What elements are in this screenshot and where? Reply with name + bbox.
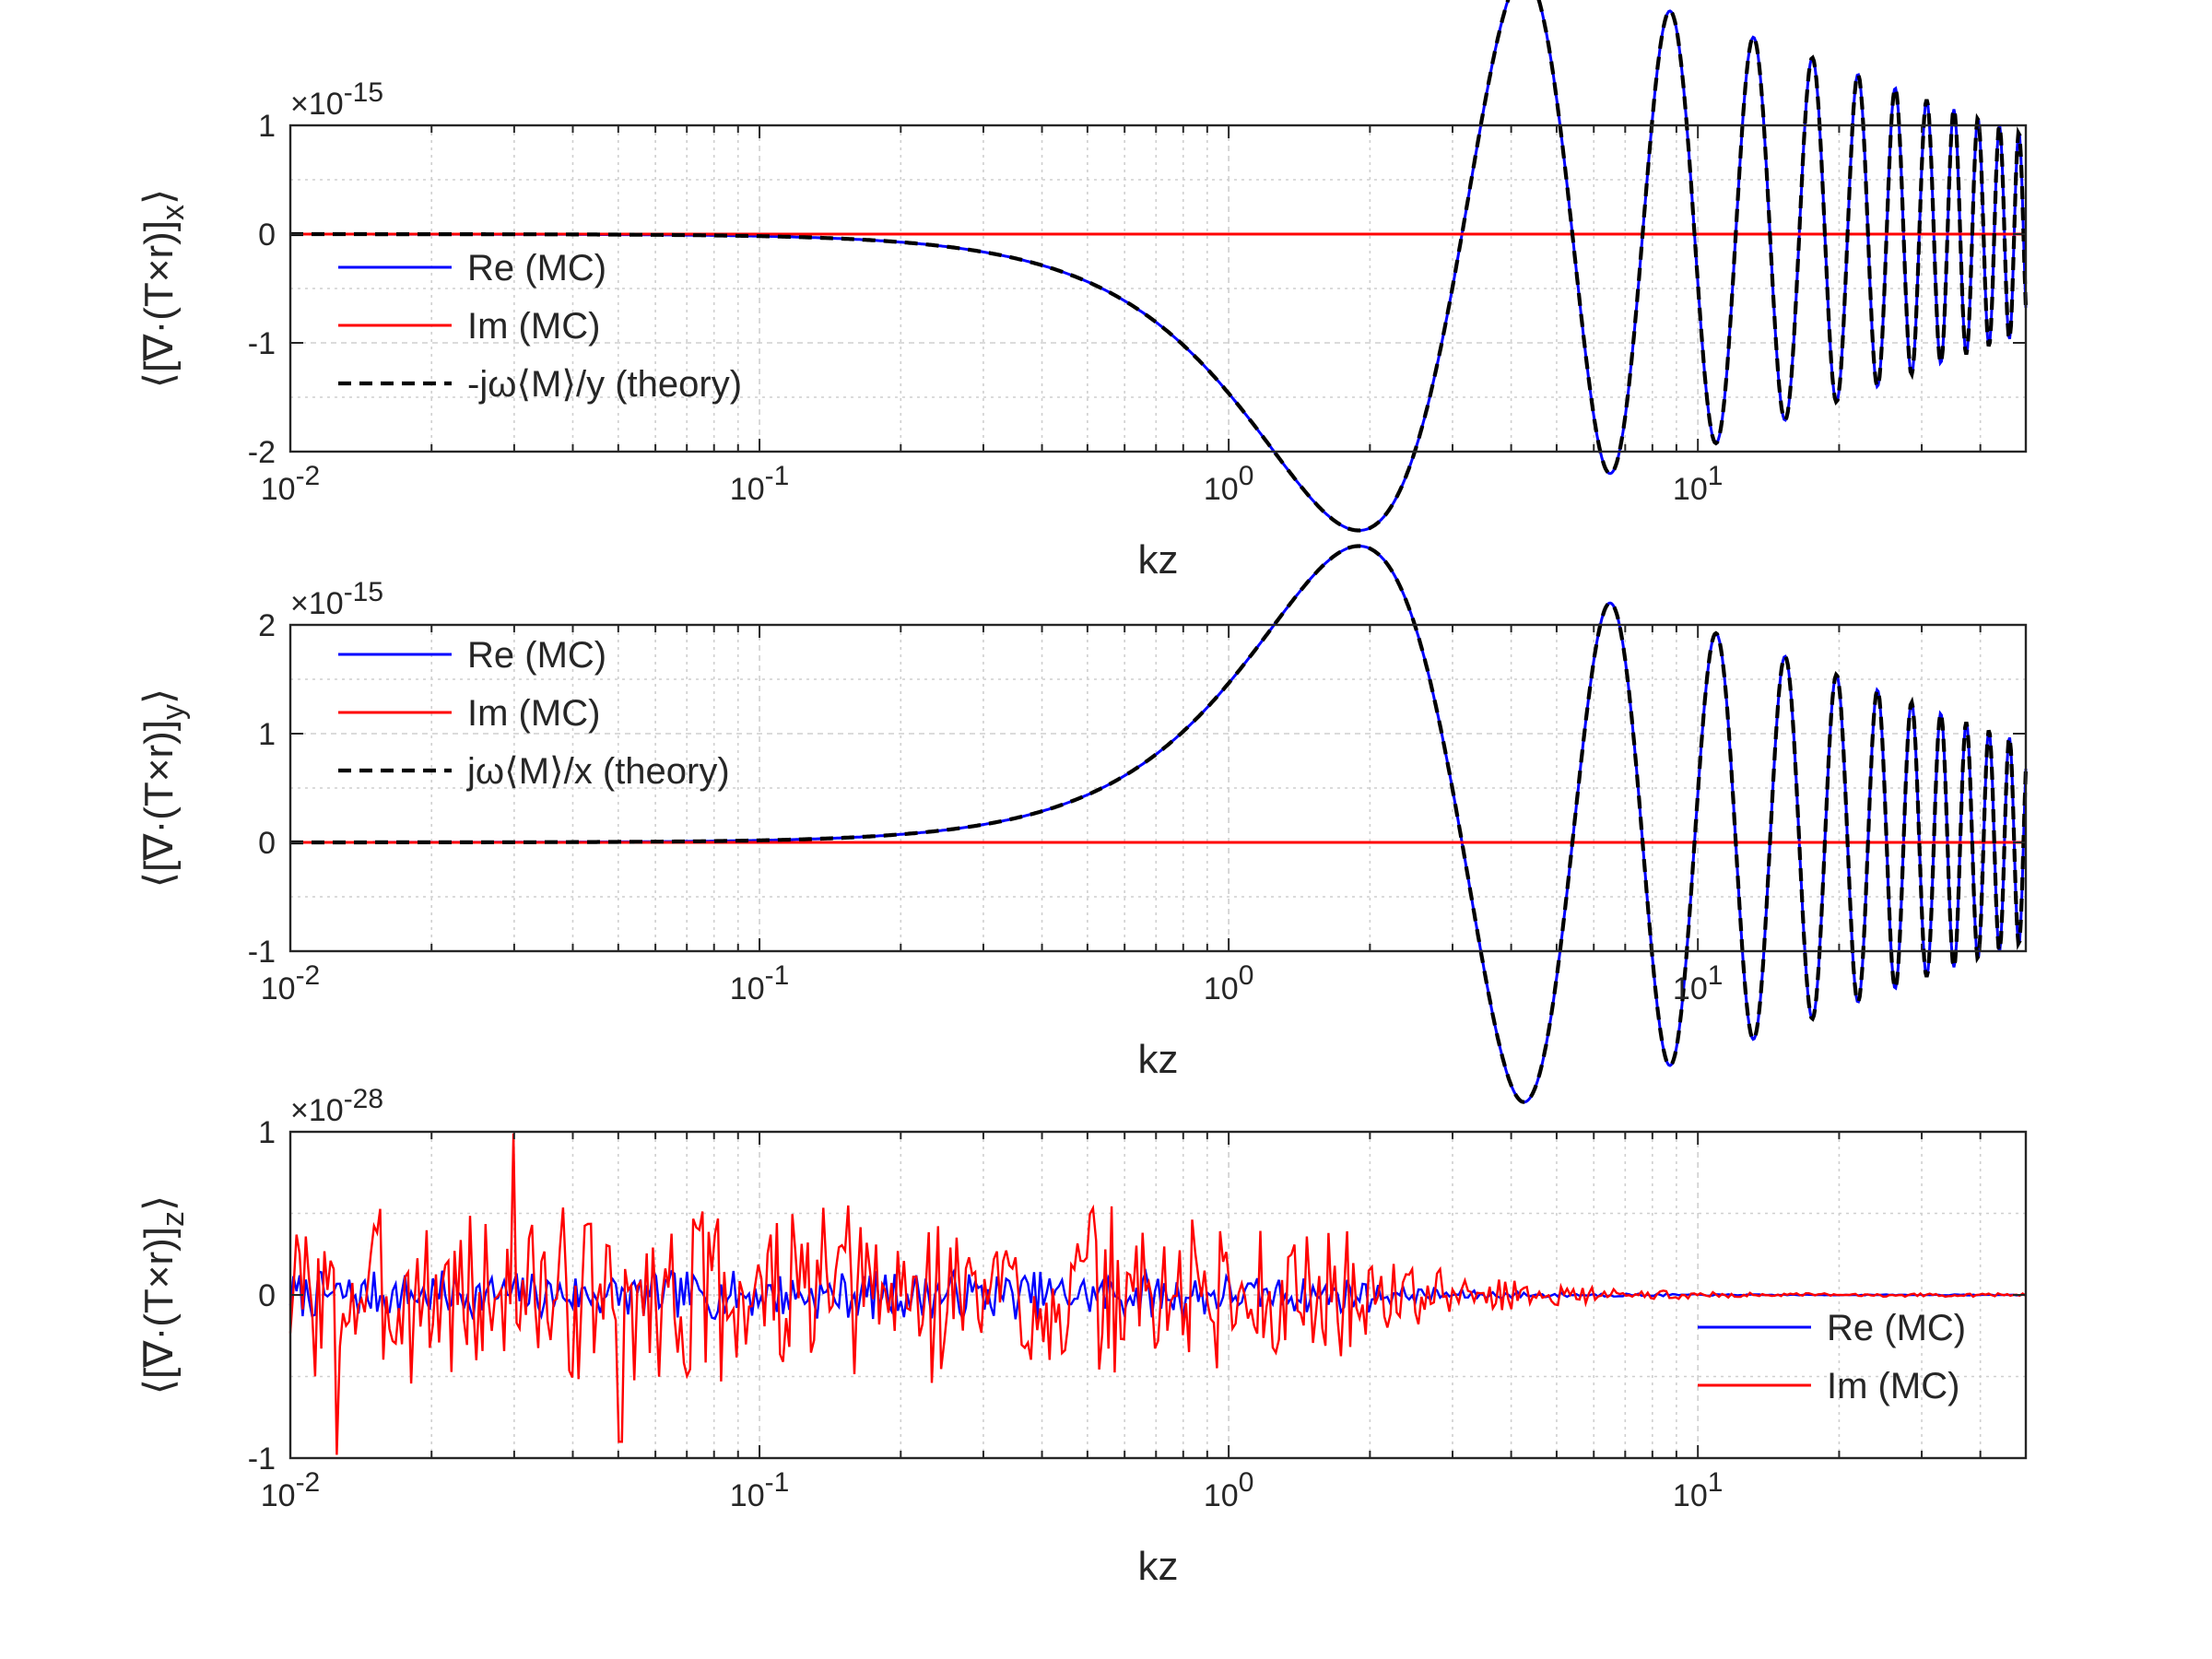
y-tick-label: 1: [258, 1115, 276, 1150]
axes-frame: [288, 124, 2028, 453]
legend-entry-label: Im (MC): [467, 306, 600, 347]
x-tick-label: 10-2: [261, 960, 321, 1006]
chart-panel-x-component: 10-2 10-1 100 101 -2 -1 0 1 ×10-15 kz ⟨[∇·(T×r)]x⟩…: [136, 0, 2029, 582]
chart-panel-z-component: 10-2 10-1 100 101 -1 0 1 ×10-28 kz ⟨[∇·(T×r)]z⟩ Re…: [136, 1084, 2028, 1589]
y-tick-label: -1: [248, 326, 276, 361]
y-axis-label: ⟨[∇·(T×r)]y⟩: [136, 688, 191, 888]
legend-entry-label: Re (MC): [1827, 1308, 1966, 1348]
y-axis-label: ⟨[∇·(T×r)]x⟩: [136, 189, 191, 388]
x-axis-label: kz: [1138, 1544, 1179, 1589]
x-tick-label: 100: [1204, 960, 1254, 1006]
x-tick-label: 101: [1673, 461, 1724, 507]
legend-entry-label: jω⟨M⟩/x (theory): [466, 751, 730, 792]
x-tick-label: 10-2: [261, 461, 321, 507]
series-group: [288, 1133, 2027, 1455]
series-line-j-m-y-theory: [290, 0, 2029, 533]
x-tick-label: 10-1: [730, 960, 790, 1006]
y-tick-label: 0: [258, 826, 276, 861]
x-axis-label: kz: [1138, 1037, 1179, 1082]
y-axis-multiplier: ×10-28: [290, 1084, 383, 1128]
legend: Re (MC) Im (MC): [1698, 1308, 1966, 1406]
y-tick-label: -1: [248, 1441, 276, 1477]
legend-entry-label: Re (MC): [467, 248, 606, 288]
legend: Re (MC) Im (MC) jω⟨M⟩/x (theory): [338, 635, 730, 792]
x-tick-label: 101: [1673, 960, 1724, 1006]
x-tick-label: 101: [1673, 1467, 1724, 1513]
y-axis-multiplier: ×10-15: [290, 77, 383, 122]
series-line-j-m-x-theory: [290, 544, 2029, 1104]
y-tick-label: -1: [248, 935, 276, 970]
y-axis-label: ⟨[∇·(T×r)]z⟩: [136, 1195, 191, 1394]
series-group: [290, 544, 2029, 1104]
series-group: [290, 0, 2029, 533]
y-tick-label: 1: [258, 109, 276, 144]
series-line-re-mc: [288, 1267, 2027, 1323]
legend-entry-label: Im (MC): [1827, 1366, 1959, 1406]
chart-panel-y-component: 10-2 10-1 100 101 -1 0 1 2 ×10-15 kz ⟨[∇·(T×r)]y⟩ R…: [136, 544, 2029, 1104]
y-tick-label: 2: [258, 608, 276, 643]
x-tick-label: 10-1: [730, 461, 790, 507]
y-axis-multiplier: ×10-15: [290, 577, 383, 621]
legend-entry-label: -jω⟨M⟩/y (theory): [467, 364, 742, 405]
legend-entry-label: Re (MC): [467, 635, 606, 676]
x-tick-label: 100: [1204, 1467, 1254, 1513]
y-tick-label: -2: [248, 435, 276, 470]
y-tick-label: 1: [258, 717, 276, 752]
x-tick-label: 10-1: [730, 1467, 790, 1513]
series-line-im-mc: [288, 1133, 2027, 1455]
x-tick-label: 100: [1204, 461, 1254, 507]
x-tick-label: 10-2: [261, 1467, 321, 1513]
x-axis-label: kz: [1138, 537, 1179, 582]
y-tick-label: 0: [258, 1278, 276, 1313]
axes-frame: [288, 623, 2028, 953]
y-tick-label: 0: [258, 218, 276, 253]
legend-entry-label: Im (MC): [467, 693, 600, 734]
legend: Re (MC) Im (MC) -jω⟨M⟩/y (theory): [338, 248, 742, 405]
